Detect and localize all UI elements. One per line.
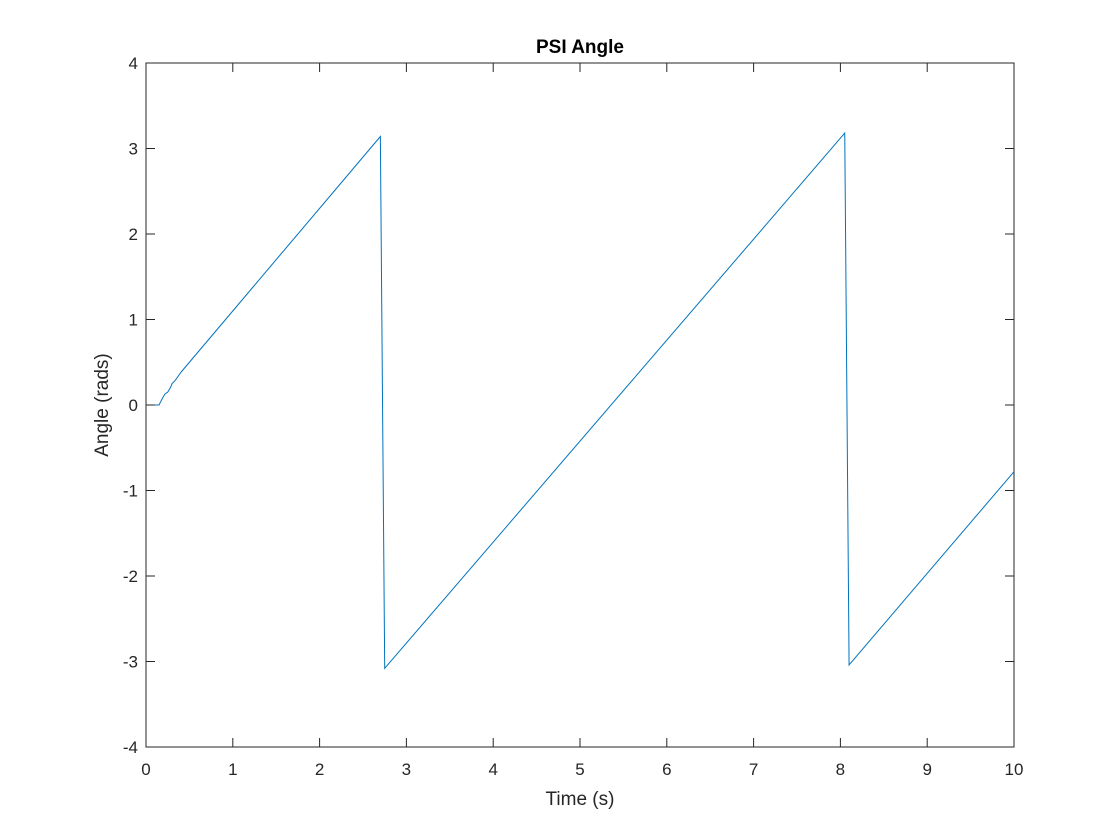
chart-title: PSI Angle [536,37,624,58]
x-tick-label: 8 [836,760,845,779]
x-tick-label: 1 [228,760,237,779]
x-tick-label: 4 [488,760,497,779]
x-tick-label: 3 [402,760,411,779]
y-tick-label: -3 [123,653,138,672]
series-group [154,131,1015,670]
x-tick-label: 2 [315,760,324,779]
tick-labels: 0 1 2 3 4 5 6 7 8 9 10 -4 -3 -2 -1 0 1 2 3 4 [123,54,1024,779]
x-tick-label: 0 [141,760,150,779]
plot-area: 0 1 2 3 4 5 6 7 8 9 10 -4 -3 -2 -1 0 1 2 3 4 [123,54,1024,779]
y-tick-label: 0 [129,396,138,415]
x-tick-label: 6 [662,760,671,779]
ticks [145,62,1015,748]
x-tick-label: 5 [575,760,584,779]
y-tick-label: -1 [123,482,138,501]
y-axis-label: Angle (rads) [92,353,113,457]
x-tick-label: 9 [922,760,931,779]
series-line [154,131,1015,670]
y-tick-label: 2 [129,225,138,244]
y-tick-label: 4 [129,54,138,73]
x-tick-label: 10 [1005,760,1024,779]
y-tick-label: 1 [129,311,138,330]
y-tick-label: -2 [123,567,138,586]
y-tick-label: -4 [123,738,138,757]
y-tick-label: 3 [129,140,138,159]
x-axis-label: Time (s) [546,789,615,810]
x-tick-label: 7 [749,760,758,779]
